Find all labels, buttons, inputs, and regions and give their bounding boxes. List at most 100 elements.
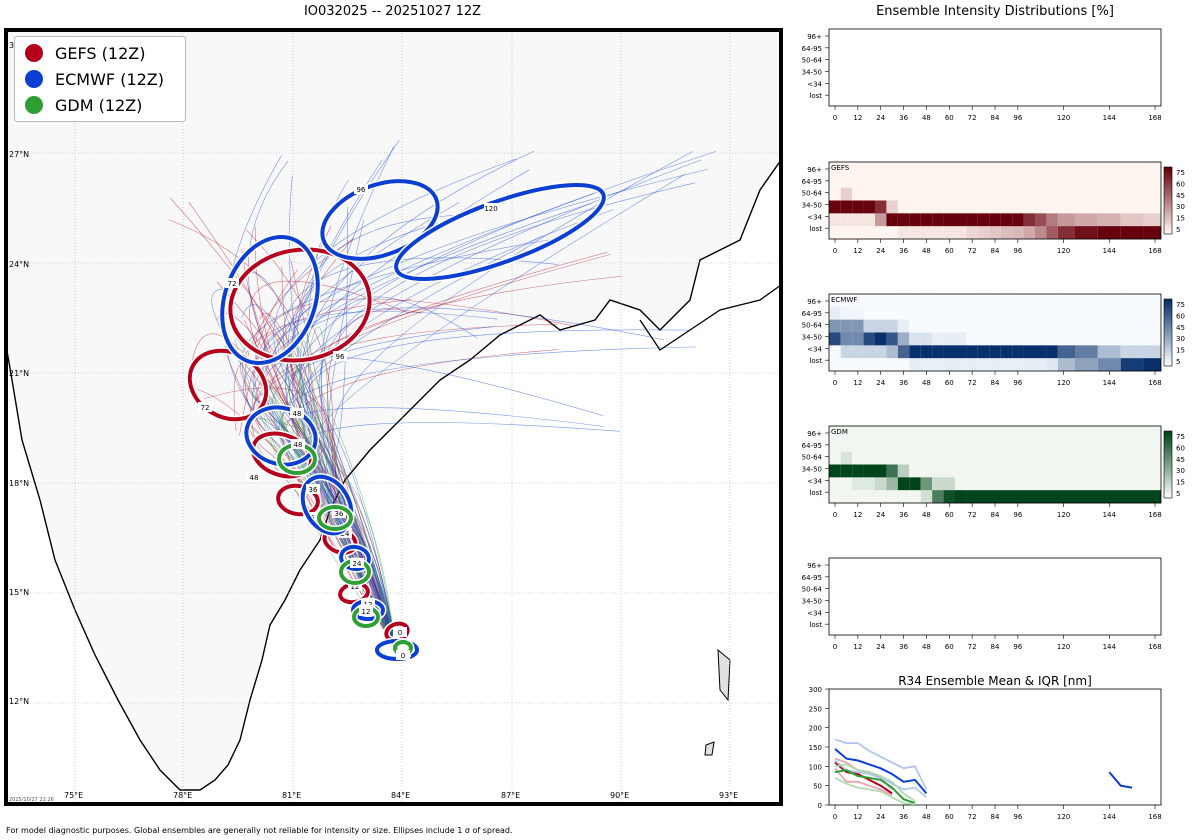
heat-cell [886, 200, 898, 214]
intensity-x-label: 84 [991, 511, 1000, 519]
heat-cell [897, 319, 910, 333]
lat-label: 12°N [9, 697, 30, 706]
intensity-y-label: 96+ [807, 166, 822, 174]
intensity-x-label: 36 [899, 379, 908, 387]
heat-cell [886, 174, 898, 188]
heat-cell [1046, 162, 1058, 176]
heat-cell [829, 358, 841, 372]
heat-cell [909, 319, 921, 333]
ellipse-label-bg [247, 472, 261, 482]
intensity-y-label: <34 [807, 345, 822, 353]
heat-cell [1035, 226, 1047, 240]
heat-cell [829, 187, 841, 201]
intensity-y-label: 50-64 [802, 190, 823, 198]
heat-cell [886, 477, 898, 491]
intensity-y-label: 34-50 [802, 598, 822, 606]
heat-cell [955, 438, 967, 452]
heat-cell [829, 490, 841, 504]
track-ecmwf [230, 272, 396, 646]
intensity-x-label: 84 [991, 114, 1000, 122]
heat-cell [966, 226, 978, 240]
intensity-x-label: 36 [899, 247, 908, 255]
intensity-x-label: 84 [991, 247, 1000, 255]
heat-cell [897, 306, 910, 320]
heat-cell [1075, 358, 1098, 372]
heat-cell [966, 319, 978, 333]
heat-cell [1097, 213, 1121, 227]
heat-cell [932, 226, 944, 240]
timestamp: 2025/10/27 22:26 [9, 797, 54, 803]
ellipse-label-bg [333, 351, 347, 361]
heat-cell [1057, 319, 1075, 333]
heat-cell [932, 162, 944, 176]
colorbar-tick: 15 [1176, 347, 1185, 355]
heat-cell [1000, 332, 1013, 346]
heat-cell [943, 426, 955, 440]
heat-cell [920, 426, 933, 440]
heat-cell [909, 174, 921, 188]
intensity-y-label: 96+ [807, 562, 822, 570]
ellipse-label-bg [198, 402, 212, 412]
heat-cell [1023, 200, 1035, 214]
heat-cell [1023, 187, 1035, 201]
intensity-x-label: 72 [968, 511, 977, 519]
intensity-y-label: 64-95 [802, 178, 822, 186]
heat-cell [943, 213, 955, 227]
heat-cell [943, 187, 955, 201]
intensity-x-label: 48 [922, 114, 931, 122]
heat-cell [1000, 174, 1013, 188]
intensity-y-label: lost [809, 225, 822, 233]
ellipse-label-gefs: 72 [201, 404, 210, 412]
intensity-y-label: 50-64 [802, 322, 823, 330]
intensity-x-label: 168 [1148, 247, 1161, 255]
lon-label: 90°E [610, 791, 630, 800]
intensity-x-label: 48 [922, 379, 931, 387]
heat-cell [886, 332, 898, 346]
heat-cell [863, 294, 875, 308]
heat-cell [897, 438, 910, 452]
heat-cell [1012, 187, 1024, 201]
intensity-x-label: 24 [876, 247, 885, 255]
heat-cell [1075, 294, 1098, 308]
heat-cell [989, 358, 1001, 372]
heat-cell [897, 187, 910, 201]
heat-cell [886, 345, 898, 359]
heat-cell [1057, 162, 1075, 176]
ellipse-label-ecmwf: 120 [484, 205, 497, 213]
r34-series-line [834, 767, 893, 797]
heat-cell [875, 332, 887, 346]
heat-cell [1075, 306, 1098, 320]
heat-cell [943, 464, 955, 478]
heat-cell [943, 226, 955, 240]
heat-cell [943, 332, 955, 346]
heat-cell [989, 345, 1001, 359]
heat-cell [1057, 226, 1075, 240]
heat-cell [875, 226, 887, 240]
heat-cell [1057, 306, 1075, 320]
heat-cell [966, 477, 1161, 491]
heat-cell [829, 332, 841, 346]
intensity-y-label: <34 [807, 477, 822, 485]
heat-cell [829, 294, 841, 308]
ellipse-label-ecmwf: 36 [335, 510, 344, 518]
heat-cell [920, 490, 933, 504]
intensity-x-label: 60 [945, 114, 954, 122]
intensity-x-label: 24 [876, 379, 885, 387]
ellipse-label-gdm: 24 [353, 560, 362, 568]
heat-cell [886, 358, 898, 372]
ellipse-label-gdm: 48 [294, 441, 303, 449]
heat-cell [1120, 345, 1144, 359]
ellipse-label-bg [393, 627, 407, 637]
heat-cell [875, 319, 887, 333]
heat-cell [886, 451, 898, 465]
heat-cell [886, 426, 898, 440]
colorbar-segment [1164, 220, 1172, 225]
colorbar-segment [1164, 342, 1172, 347]
lon-label: 93°E [719, 791, 739, 800]
heat-cell [955, 306, 967, 320]
r34-y-tick: 0 [818, 802, 822, 810]
colorbar-segment [1164, 213, 1172, 218]
heat-cell [1023, 162, 1035, 176]
heat-cell [977, 213, 990, 227]
heat-cell [1000, 200, 1013, 214]
